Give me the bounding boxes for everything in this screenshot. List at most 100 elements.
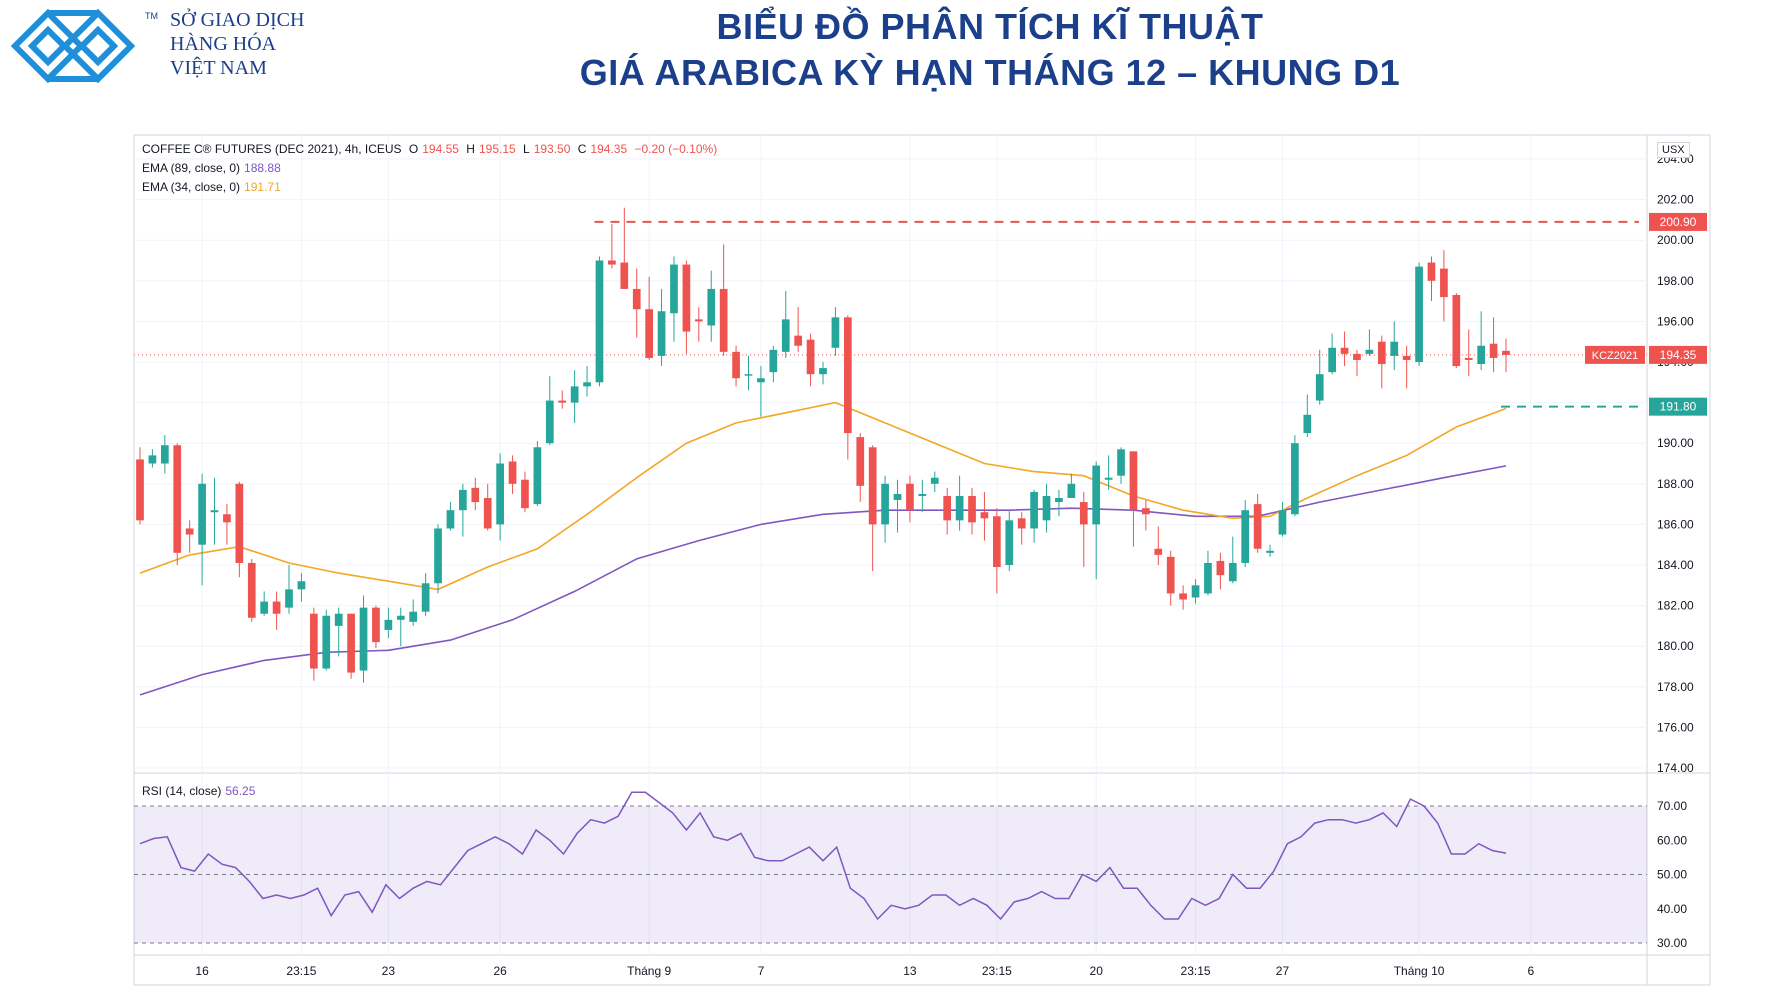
- ema34-line: [139, 401, 1507, 591]
- candle-body: [359, 607, 368, 671]
- candle-body: [210, 510, 219, 513]
- candle: [1377, 335, 1386, 389]
- candle: [434, 524, 442, 594]
- currency-badge[interactable]: USX: [1657, 142, 1690, 158]
- candle: [1092, 461, 1101, 580]
- ema89-value: 188.88: [244, 161, 281, 175]
- candle-body: [794, 335, 803, 346]
- close-label: C: [577, 142, 587, 156]
- candle-body: [409, 611, 418, 622]
- time-tick-label: 16: [195, 964, 209, 978]
- candle: [1328, 333, 1336, 375]
- candle: [247, 558, 256, 622]
- candle-body: [198, 483, 206, 545]
- candle-body: [334, 613, 343, 626]
- candle-body: [645, 309, 653, 358]
- candle-body: [843, 317, 852, 434]
- price-tick-label: 202.00: [1657, 193, 1694, 207]
- candle: [881, 475, 889, 543]
- time-tick-label: 13: [903, 964, 917, 978]
- logo-text: TM SỞ GIAO DỊCH HÀNG HÓA VIỆT NAM: [145, 8, 305, 80]
- candle: [1228, 536, 1237, 584]
- candle-body: [521, 479, 529, 509]
- candle: [521, 471, 529, 513]
- candle-body: [1067, 483, 1076, 499]
- ohlc-legend: COFFEE C® FUTURES (DEC 2021), 4h, ICEUS …: [142, 142, 721, 156]
- candle-body: [1117, 449, 1125, 476]
- candle-body: [1427, 262, 1436, 281]
- candle: [1489, 317, 1498, 373]
- candle: [893, 479, 902, 533]
- time-tick-label: 27: [1276, 964, 1290, 978]
- candle-body: [1415, 266, 1423, 362]
- candle-body: [1477, 345, 1486, 365]
- candle-body: [1464, 357, 1473, 360]
- candle-body: [185, 528, 194, 535]
- candle: [1303, 394, 1312, 438]
- candle-body: [483, 498, 492, 529]
- candle: [906, 475, 914, 523]
- logo-line-1: SỞ GIAO DỊCH: [170, 9, 305, 31]
- candle: [1204, 550, 1212, 596]
- candle-body: [719, 288, 728, 352]
- candle: [1464, 329, 1473, 377]
- time-tick-label: 20: [1090, 964, 1104, 978]
- candle-body: [1353, 353, 1361, 360]
- candle: [173, 443, 182, 565]
- candle-body: [297, 581, 306, 590]
- candle-body: [1328, 347, 1336, 373]
- candle-body: [1266, 550, 1274, 553]
- candle: [409, 599, 418, 626]
- price-tick-label: 184.00: [1657, 558, 1694, 572]
- candle-body: [1055, 498, 1063, 503]
- candle: [1154, 526, 1163, 565]
- candle: [1266, 544, 1274, 557]
- candle-body: [744, 374, 753, 376]
- candle: [235, 481, 244, 578]
- rsi-tick-label: 70.00: [1657, 799, 1687, 813]
- candle-body: [819, 368, 827, 375]
- candle: [1365, 329, 1374, 356]
- candle-body: [1489, 343, 1498, 358]
- candle-body: [682, 264, 691, 332]
- candle: [694, 307, 703, 342]
- candle: [1129, 451, 1138, 547]
- candle: [1253, 493, 1262, 553]
- rsi-tick-label: 60.00: [1657, 833, 1687, 847]
- candle-body: [620, 262, 629, 289]
- candle-body: [930, 477, 939, 484]
- candle-body: [1228, 562, 1237, 582]
- candle-body: [1092, 465, 1101, 525]
- candle-body: [384, 619, 393, 630]
- candle-body: [347, 613, 355, 673]
- candle-body: [1402, 355, 1411, 360]
- candle: [260, 591, 269, 616]
- candle: [794, 307, 803, 352]
- candle-body: [570, 386, 579, 403]
- page-title-line-2: GIÁ ARABICA KỲ HẠN THÁNG 12 – KHUNG D1: [579, 52, 1401, 93]
- rsi-line: [139, 791, 1507, 921]
- candle: [198, 473, 206, 586]
- candle-body: [1191, 585, 1200, 598]
- symbol-tag: [1585, 345, 1645, 364]
- price-tick-label: 182.00: [1657, 599, 1694, 613]
- candle: [545, 376, 554, 446]
- candle: [843, 315, 852, 460]
- time-tick-label: 23: [382, 964, 396, 978]
- candle-body: [993, 516, 1001, 568]
- symbol-tag-label: KCZ2021: [1592, 350, 1638, 362]
- candle-body: [285, 589, 293, 608]
- rsi-tick-label: 30.00: [1657, 936, 1687, 950]
- candle: [918, 479, 927, 513]
- candle-body: [160, 445, 169, 464]
- candle-body: [1005, 520, 1014, 565]
- candle: [496, 453, 504, 541]
- candle: [806, 333, 815, 387]
- candle: [831, 307, 840, 356]
- time-tick-label: Tháng 10: [1394, 964, 1445, 978]
- candle-body: [434, 528, 442, 584]
- candle: [533, 441, 542, 507]
- candle: [185, 520, 194, 553]
- open-label: O: [408, 142, 419, 156]
